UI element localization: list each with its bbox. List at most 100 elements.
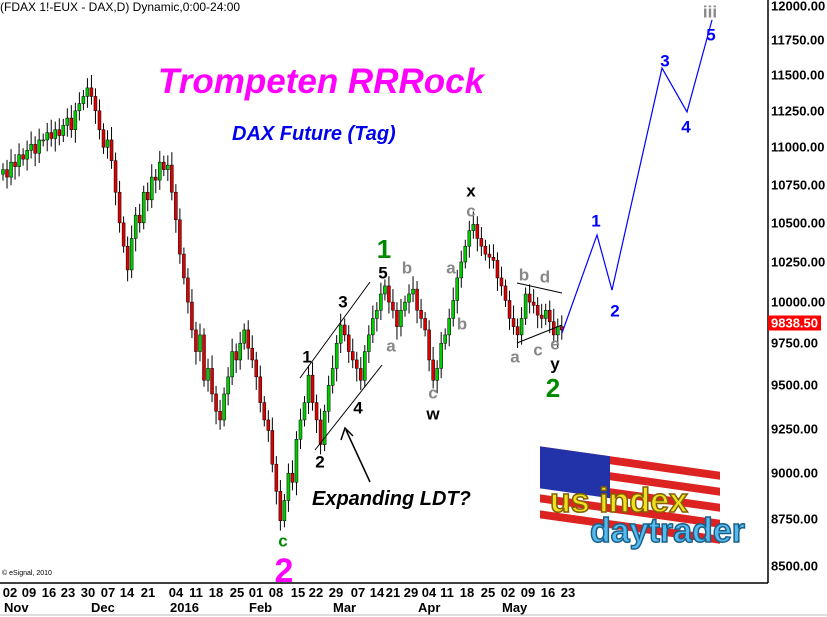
candle-body [395,309,399,327]
wave-label: a [386,336,396,356]
x-tick-label: 23 [560,585,576,600]
candle-body [101,129,106,148]
x-month-label: May [502,600,528,615]
x-tick-label: 18 [459,585,475,600]
candle-body [399,309,403,327]
last-price-badge: 9838.50 [768,315,821,331]
candle-body [431,359,435,381]
candle-body [149,176,154,201]
candle-body [246,329,250,349]
candle-body [387,285,391,303]
svg-text:us index: us index [550,482,688,520]
candle-body [547,309,552,322]
candle-body [53,129,58,139]
candle-body [37,139,41,154]
x-tick-label: 15 [290,585,306,600]
candle-body [222,393,226,421]
candle-body [334,342,339,369]
candle-body [527,293,532,303]
wave-label: 5 [378,263,388,283]
candle-body [467,230,472,247]
y-tick-label: 9750.00 [771,335,818,351]
candle-body [471,224,476,231]
candle-body [133,214,138,239]
candle-body [274,463,279,492]
candle-body [25,150,29,160]
x-month-label: Dec [91,600,115,615]
candle-body [503,285,508,301]
svg-text:daytrader: daytrader [590,512,745,550]
wave-label: e [550,334,560,354]
candle-body [218,410,222,421]
candle-body [403,301,407,311]
candle-body [407,293,411,303]
candle-body [511,318,516,327]
chart-subtitle: DAX Future (Tag) [232,123,396,145]
candle-body [495,260,500,279]
x-tick-label: 30 [80,585,96,600]
y-tick-label: 11750.00 [771,32,825,48]
x-tick-label: 11 [189,585,203,600]
candle-body [45,132,49,141]
x-tick-label: 07 [100,585,116,600]
x-tick-label: 08 [268,585,284,600]
candle-body [443,334,447,344]
x-tick-label: 25 [480,585,496,600]
y-tick-label: 10000.00 [771,294,826,310]
candle-body [230,351,234,378]
candle-body [483,245,488,255]
candle-body [286,472,291,501]
candle-body [117,191,122,224]
candle-body [435,368,439,381]
candle-body [89,87,94,97]
candle-body [330,368,335,386]
candle-body [57,129,62,136]
candle-body [77,103,82,112]
candle-body [411,288,415,295]
candle-body [363,351,367,381]
x-tick-label: 23 [60,585,76,600]
wave-label: y [550,354,560,374]
candle-body [459,261,464,279]
candle-body [250,347,254,361]
x-tick-label: 16 [41,585,57,600]
wave-label: c [466,201,476,221]
candle-body [439,342,443,369]
candle-body [455,277,460,301]
candle-body [49,132,53,139]
wave-label: b [401,258,413,278]
candle-body [314,402,319,421]
candle-body [93,96,98,112]
candle-body [29,144,33,151]
candle-body [109,139,114,161]
wave-label: w [426,404,440,424]
candle-body [290,472,295,483]
candle-body [266,419,271,431]
wave-label: 3 [660,51,670,71]
candle-body [113,160,118,193]
candle-body [5,169,9,178]
arrow-line [345,429,371,483]
candle-body [359,368,363,381]
y-tick-label: 11250.00 [771,103,825,119]
candle-body [278,491,283,522]
candle-body [166,164,170,170]
wave-label: 2 [274,552,294,590]
wave-label: b [456,314,468,334]
wave-label: 2 [315,452,325,472]
candle-body [535,305,540,316]
candle-body [383,285,387,295]
candle-body [137,214,142,224]
arrow-head [340,426,354,441]
candle-body [258,376,263,403]
x-tick-label: 11 [440,585,454,600]
candle-body [33,144,37,154]
candle-body [350,351,355,361]
candle-body [202,334,206,381]
candle-body [226,376,230,395]
trendline [299,281,371,379]
candle-body [423,318,427,331]
wave-label: 1 [376,234,392,264]
candle-body [61,125,66,136]
candle-body [194,329,198,352]
